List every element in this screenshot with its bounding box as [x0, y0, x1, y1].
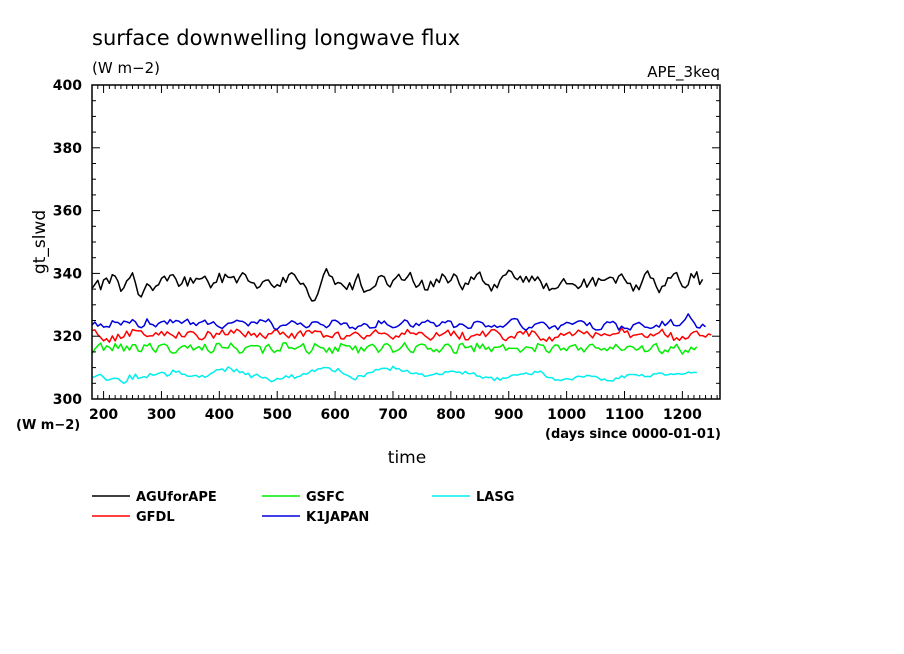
- y-tick-label: 340: [53, 266, 82, 282]
- series-line-aguforape: [91, 267, 704, 302]
- experiment-tag: APE_3keq: [647, 63, 720, 82]
- y-tick-label: 400: [53, 78, 82, 94]
- y-tick-label: 360: [53, 204, 82, 220]
- y-unit-label: (W m−2): [16, 418, 80, 433]
- x-tick-label: 900: [494, 407, 523, 423]
- series-layer: [91, 267, 712, 385]
- x-tick-label: 800: [436, 407, 465, 423]
- plot-frame: [91, 84, 721, 400]
- series-line-gfdl: [91, 327, 712, 343]
- x-tick-label: 400: [205, 407, 234, 423]
- legend: AGUforAPE GFDL GSFC K1JAPAN LASG: [92, 490, 514, 525]
- series-line-k1japan: [91, 313, 706, 331]
- y-axis-label: gt_slwd: [30, 210, 50, 274]
- x-axis: 200 300 400 500 600 700 800 900 1000 1100 1200: [89, 85, 718, 423]
- legend-label: GFDL: [136, 510, 175, 525]
- x-tick-label: 1200: [663, 407, 702, 423]
- x-tick-label: 600: [320, 407, 349, 423]
- y-axis: 300 320 340 360 380 400: [53, 78, 720, 408]
- legend-label: AGUforAPE: [136, 490, 217, 505]
- x-tick-label: 200: [89, 407, 118, 423]
- chart-subtitle: (W m−2): [92, 59, 160, 77]
- x-tick-label: 500: [263, 407, 292, 423]
- x-unit-label: (days since 0000-01-01): [545, 427, 721, 442]
- y-tick-label: 320: [53, 329, 82, 345]
- legend-label: GSFC: [306, 490, 344, 505]
- x-tick-label: 1000: [547, 407, 586, 423]
- legend-label: K1JAPAN: [306, 510, 369, 525]
- x-tick-label: 1100: [605, 407, 644, 423]
- y-tick-label: 300: [53, 392, 82, 408]
- chart-title: surface downwelling longwave flux: [92, 26, 460, 50]
- x-tick-label: 700: [378, 407, 407, 423]
- series-line-gsfc: [91, 342, 698, 355]
- x-tick-label: 300: [147, 407, 176, 423]
- series-line-lasg: [91, 365, 697, 385]
- legend-label: LASG: [476, 490, 514, 505]
- y-tick-label: 380: [53, 141, 82, 157]
- x-axis-label: time: [388, 448, 426, 468]
